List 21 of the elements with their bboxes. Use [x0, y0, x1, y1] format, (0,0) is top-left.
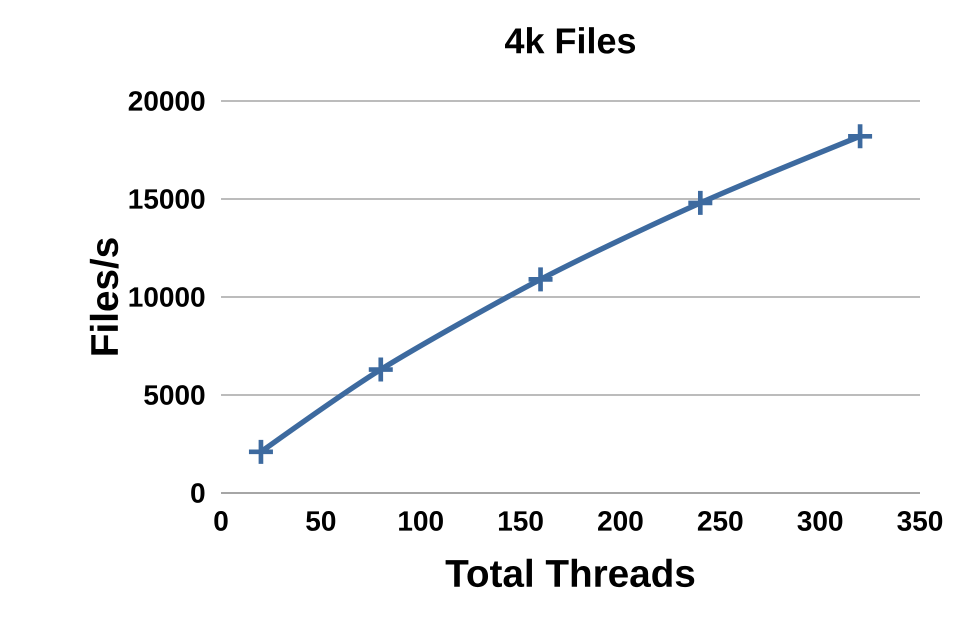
- x-tick-label: 0: [214, 511, 228, 531]
- point: [368, 358, 393, 382]
- y-axis-title: Files/s: [90, 238, 119, 355]
- y-tick-label: 10000: [130, 287, 204, 307]
- point: [248, 440, 273, 464]
- y-tick-label: 15000: [130, 189, 204, 209]
- x-axis-title: Total Threads: [446, 558, 694, 588]
- chart-title: 4k Files: [505, 27, 636, 54]
- point: [848, 124, 872, 148]
- point: [528, 267, 553, 292]
- y-tick-label: 0: [191, 483, 204, 503]
- x-tick-label: 50: [306, 511, 336, 531]
- x-tick-label: 350: [897, 511, 942, 531]
- x-tick-label: 150: [498, 511, 543, 531]
- x-tick-label: 250: [698, 511, 742, 531]
- x-tick-label: 300: [797, 511, 842, 531]
- y-tick-label: 20000: [128, 91, 204, 111]
- x-tick-label: 100: [399, 511, 443, 531]
- point: [688, 190, 712, 215]
- x-tick-label: 200: [598, 511, 643, 531]
- y-tick-label: 5000: [144, 385, 204, 405]
